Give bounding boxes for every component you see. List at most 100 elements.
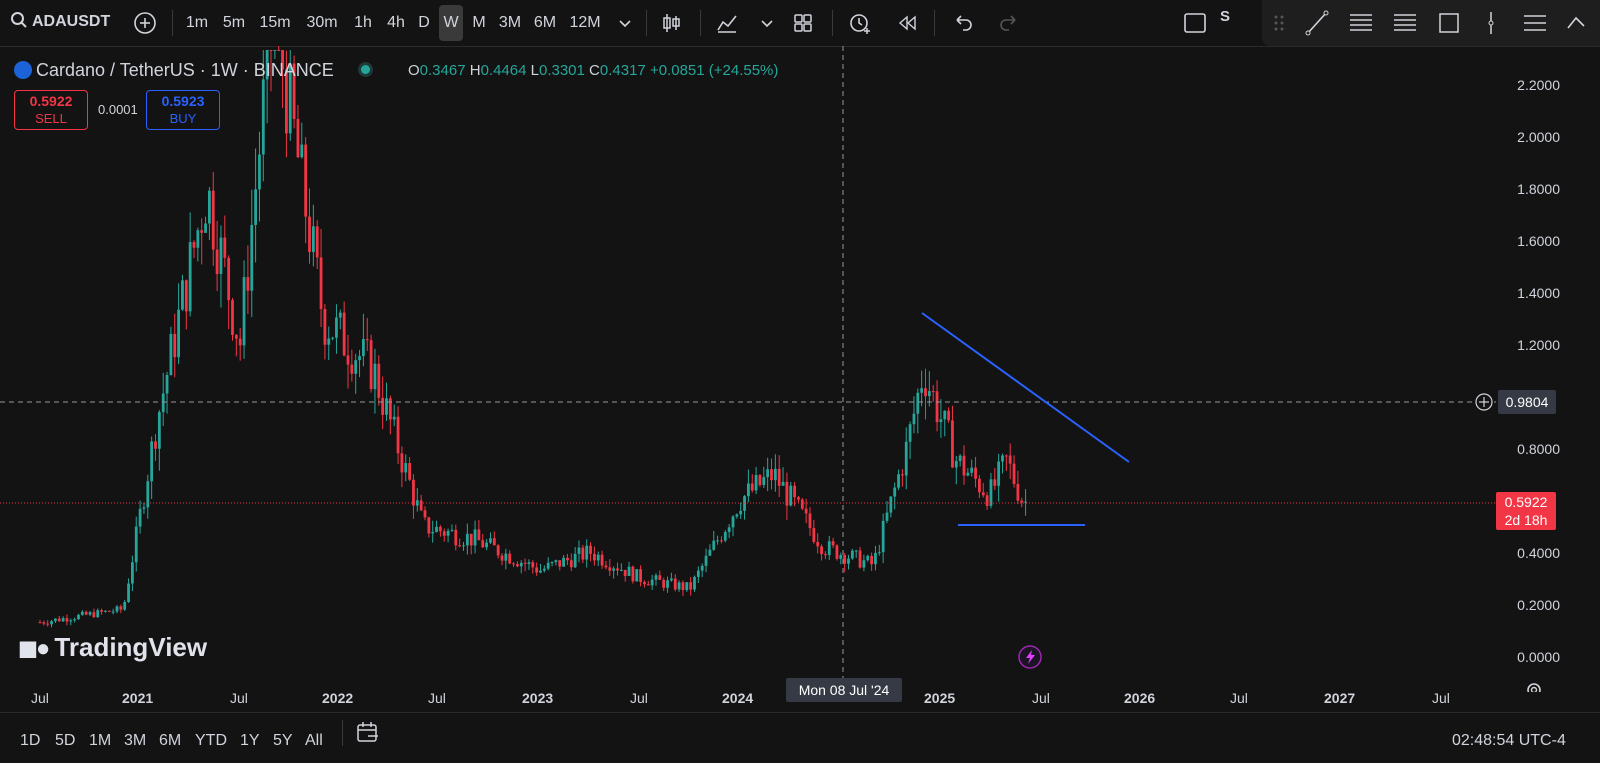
- candle-body: [735, 514, 739, 517]
- sell-button[interactable]: 0.5922 SELL: [14, 90, 88, 130]
- tf-4h[interactable]: 4h: [387, 14, 405, 31]
- lightning-icon[interactable]: [1018, 645, 1042, 669]
- candle-body: [362, 339, 365, 357]
- price-chart[interactable]: [0, 46, 1600, 692]
- chevron-down-icon[interactable]: [610, 8, 640, 38]
- chart-pane[interactable]: [0, 46, 1600, 692]
- candle-body: [458, 545, 462, 547]
- tf-1h[interactable]: 1h: [354, 14, 372, 31]
- tf-12m[interactable]: 12M: [569, 14, 601, 31]
- candle-body: [1016, 483, 1020, 501]
- tradingview-logo[interactable]: ◼● TradingView: [18, 632, 207, 663]
- candle-body: [92, 612, 96, 618]
- candle-body: [854, 550, 858, 552]
- candle-body: [650, 579, 654, 586]
- candle-body: [916, 392, 920, 414]
- vertical-line-icon[interactable]: [1476, 8, 1506, 38]
- candle-body: [311, 226, 315, 253]
- candle-body: [84, 611, 88, 615]
- candle-body: [327, 338, 331, 345]
- candle-body: [808, 513, 812, 529]
- candles-icon[interactable]: [656, 8, 686, 38]
- toolbar-overflow-label[interactable]: S: [1219, 8, 1230, 25]
- candle-body: [635, 569, 639, 582]
- candle-body: [747, 483, 750, 497]
- candle-body: [469, 533, 473, 546]
- candle-body: [335, 317, 338, 338]
- path-icon[interactable]: [1564, 8, 1594, 38]
- candle-body: [908, 424, 912, 442]
- range-1m[interactable]: 1M: [89, 732, 112, 749]
- add-alert-plus-icon[interactable]: [1475, 393, 1493, 411]
- candle-body: [115, 606, 119, 612]
- candle-body: [73, 619, 77, 621]
- candle-body: [492, 538, 496, 546]
- tf-3m[interactable]: 3M: [498, 14, 522, 31]
- candle-body: [246, 277, 250, 291]
- candle-body: [496, 545, 500, 556]
- layout-grid-icon[interactable]: [788, 8, 818, 38]
- candle-body: [331, 337, 334, 339]
- candle-body: [658, 575, 662, 580]
- candle-body: [850, 550, 854, 559]
- drawing-toolbar: [1262, 0, 1600, 46]
- divider: [934, 10, 935, 36]
- descending-trendline[interactable]: [921, 312, 1130, 463]
- fullscreen-icon[interactable]: [1180, 8, 1210, 38]
- candle-body: [673, 578, 677, 590]
- candle-body: [142, 507, 146, 509]
- symbol-search[interactable]: ADAUSDT: [10, 7, 140, 37]
- range-3m[interactable]: 3M: [124, 732, 147, 749]
- candle-body: [269, 50, 273, 51]
- range-1y[interactable]: 1Y: [240, 732, 260, 749]
- buy-button[interactable]: 0.5923 BUY: [146, 90, 220, 130]
- range-1d[interactable]: 1D: [20, 732, 41, 749]
- candle-body: [231, 300, 234, 335]
- redo-icon[interactable]: [994, 8, 1024, 38]
- candle-body: [350, 364, 354, 374]
- range-ytd[interactable]: YTD: [195, 732, 227, 749]
- indicators-icon[interactable]: [712, 8, 742, 38]
- tf-15m[interactable]: 15m: [259, 14, 291, 31]
- tf-1m[interactable]: 1m: [185, 14, 209, 31]
- utc-clock[interactable]: 02:48:54 UTC-4: [1452, 732, 1566, 749]
- rectangle-icon[interactable]: [1434, 8, 1464, 38]
- price-range-icon[interactable]: [1520, 8, 1550, 38]
- tf-30m[interactable]: 30m: [306, 14, 338, 31]
- chevron-down-icon[interactable]: [752, 8, 782, 38]
- tf-6m[interactable]: 6M: [533, 14, 557, 31]
- candle-body: [273, 50, 277, 51]
- tf-5m[interactable]: 5m: [222, 14, 246, 31]
- range-6m[interactable]: 6M: [159, 732, 182, 749]
- fib-retracement-icon[interactable]: [1346, 8, 1376, 38]
- sell-label: SELL: [35, 111, 67, 126]
- candle-body: [338, 312, 342, 318]
- divider: [700, 10, 701, 36]
- alert-clock-icon[interactable]: [845, 8, 875, 38]
- time-axis-label: 2023: [522, 690, 554, 706]
- parallel-channel-icon[interactable]: [1390, 8, 1420, 38]
- price-axis-label: 0.2000: [1517, 597, 1560, 613]
- tf-d[interactable]: D: [418, 14, 430, 31]
- gear-icon[interactable]: [1527, 683, 1541, 692]
- candle-body: [870, 555, 873, 565]
- undo-icon[interactable]: [948, 8, 978, 38]
- tf-month[interactable]: M: [472, 14, 486, 31]
- candle-body: [508, 553, 512, 564]
- candle-body: [785, 481, 789, 506]
- candle-body: [315, 226, 319, 258]
- trend-line-icon[interactable]: [1302, 8, 1332, 38]
- tf-w[interactable]: W: [439, 5, 463, 41]
- range-5y[interactable]: 5Y: [273, 732, 293, 749]
- go-to-date-icon[interactable]: [354, 718, 382, 746]
- candle-body: [377, 363, 381, 398]
- replay-icon[interactable]: [892, 8, 922, 38]
- candle-body: [804, 508, 808, 514]
- range-5d[interactable]: 5D: [55, 732, 76, 749]
- range-all[interactable]: All: [305, 732, 323, 749]
- candle-body: [423, 510, 427, 518]
- compare-add-icon[interactable]: [130, 8, 160, 38]
- candle-body: [966, 472, 970, 476]
- drag-handle-icon[interactable]: [1264, 8, 1294, 38]
- candle-body: [439, 526, 442, 532]
